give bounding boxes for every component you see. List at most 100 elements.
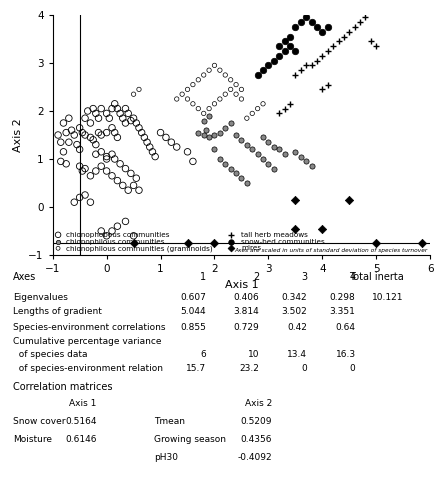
Point xyxy=(65,138,72,146)
Point xyxy=(84,107,91,115)
Text: Eigenvalues: Eigenvalues xyxy=(13,292,68,302)
Point xyxy=(264,138,271,146)
Text: 23.2: 23.2 xyxy=(239,364,258,373)
Point xyxy=(130,114,137,122)
Point xyxy=(307,18,314,26)
Point xyxy=(291,47,298,55)
Point xyxy=(92,140,99,148)
Point xyxy=(189,100,196,108)
Point xyxy=(95,114,102,122)
Point xyxy=(243,114,250,122)
Point xyxy=(200,116,207,124)
Text: 1: 1 xyxy=(200,272,206,282)
Point xyxy=(138,128,145,136)
Point xyxy=(324,80,331,88)
Point xyxy=(275,42,282,50)
Point xyxy=(87,198,94,206)
Point xyxy=(318,224,325,232)
Point xyxy=(237,86,244,94)
Text: Species-environment correlations: Species-environment correlations xyxy=(13,322,165,332)
Text: chionophobous communities: chionophobous communities xyxy=(66,232,169,238)
Point xyxy=(167,138,174,146)
Point xyxy=(76,146,83,154)
Point xyxy=(237,95,244,103)
Point xyxy=(76,194,83,202)
Point xyxy=(259,66,266,74)
Point xyxy=(226,238,233,246)
Point xyxy=(237,174,244,182)
Point xyxy=(108,104,115,112)
Point xyxy=(162,134,169,141)
Text: Tmean: Tmean xyxy=(153,418,184,426)
Point xyxy=(205,66,212,74)
Point xyxy=(173,143,180,151)
Point xyxy=(106,114,113,122)
Point xyxy=(130,90,137,98)
Text: chionophilous communities (graminoids): chionophilous communities (graminoids) xyxy=(66,245,212,252)
Point xyxy=(291,224,298,232)
Text: 10.121: 10.121 xyxy=(371,292,403,302)
Point xyxy=(108,124,115,132)
Point xyxy=(270,143,277,151)
Point xyxy=(113,222,120,230)
Point xyxy=(178,90,185,98)
Point xyxy=(87,172,94,180)
Text: mires: mires xyxy=(241,246,261,252)
X-axis label: Axis 1: Axis 1 xyxy=(224,280,258,289)
Point xyxy=(113,176,120,184)
Point xyxy=(98,227,105,235)
Text: Cumulative percentage variance: Cumulative percentage variance xyxy=(13,338,161,346)
Text: 4: 4 xyxy=(349,272,355,282)
Text: 0.4356: 0.4356 xyxy=(240,435,272,444)
Point xyxy=(130,239,137,247)
Point xyxy=(76,162,83,170)
Point xyxy=(98,148,105,156)
Text: Axis 2: Axis 2 xyxy=(244,398,272,407)
Text: Axis 1: Axis 1 xyxy=(69,398,96,407)
Point xyxy=(286,100,293,108)
Point xyxy=(318,28,325,36)
Point xyxy=(135,124,142,132)
Point xyxy=(216,128,223,136)
Point xyxy=(103,128,110,136)
Point xyxy=(89,104,96,112)
Point xyxy=(221,90,228,98)
Point xyxy=(318,52,325,60)
Point xyxy=(232,90,239,98)
Point xyxy=(103,232,110,240)
Point xyxy=(313,23,320,31)
Point xyxy=(89,136,96,144)
Point xyxy=(216,155,223,163)
Point xyxy=(113,104,120,112)
Point xyxy=(232,80,239,88)
Point xyxy=(259,155,266,163)
Point xyxy=(291,196,298,204)
Point xyxy=(143,138,150,146)
Point xyxy=(270,164,277,172)
Point xyxy=(243,179,250,187)
Text: Axes are scaled in units of standard deviation of species turnover: Axes are scaled in units of standard dev… xyxy=(234,248,427,252)
Text: 3.502: 3.502 xyxy=(281,308,307,316)
Text: of species data: of species data xyxy=(13,350,88,359)
Point xyxy=(232,131,239,139)
Point xyxy=(286,32,293,40)
Point xyxy=(280,38,287,46)
Point xyxy=(264,62,271,70)
Point xyxy=(270,56,277,64)
Point xyxy=(54,244,61,252)
Text: Lengths of gradient: Lengths of gradient xyxy=(13,308,102,316)
Point xyxy=(119,114,126,122)
Text: 0.342: 0.342 xyxy=(281,292,307,302)
Point xyxy=(148,148,155,156)
Point xyxy=(132,119,139,127)
Point xyxy=(307,62,314,70)
Point xyxy=(54,231,61,239)
Text: Axes: Axes xyxy=(13,272,36,282)
Point xyxy=(130,182,137,190)
Point xyxy=(275,146,282,154)
Point xyxy=(108,172,115,180)
Point xyxy=(81,191,88,199)
Point xyxy=(221,124,228,132)
Point xyxy=(194,76,201,84)
Point xyxy=(63,160,70,168)
